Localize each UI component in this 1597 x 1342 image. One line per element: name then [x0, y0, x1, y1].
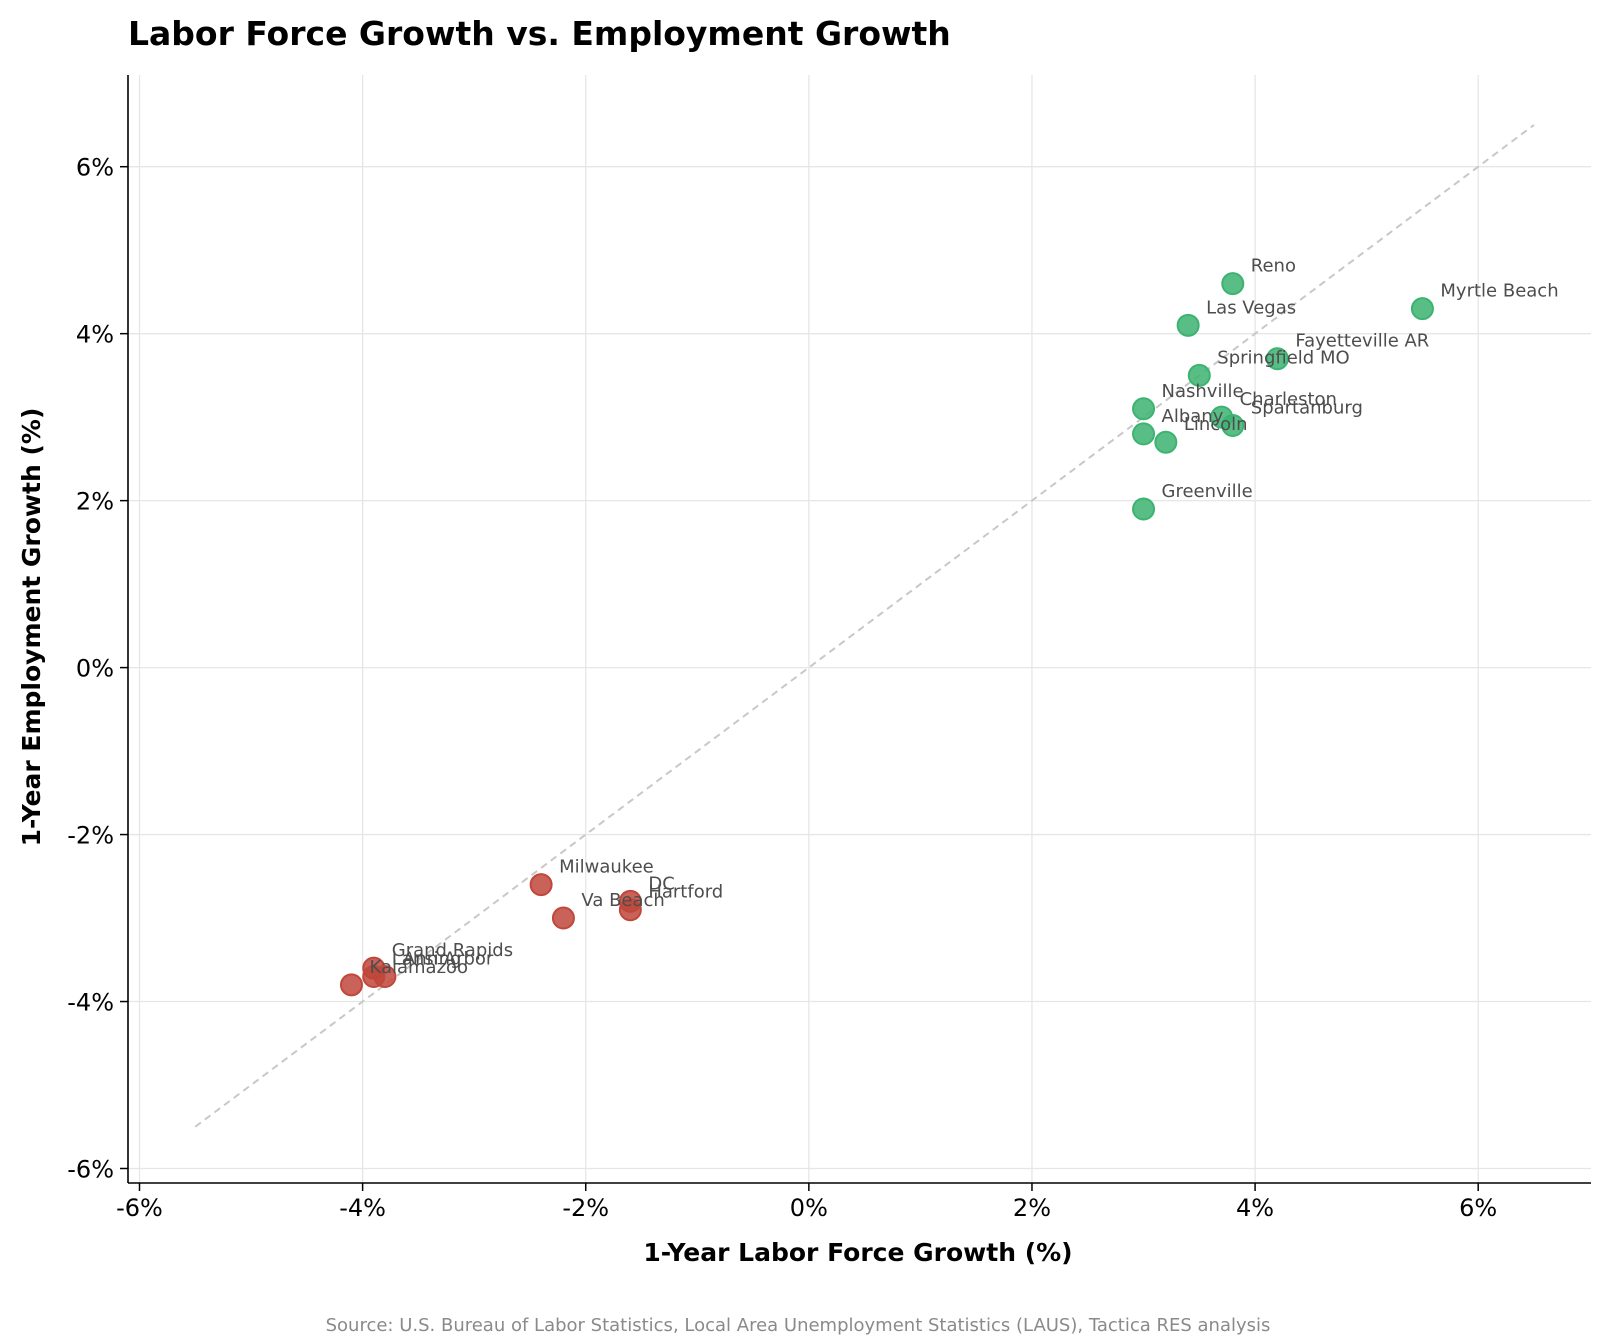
data-point — [618, 898, 642, 922]
source-note: Source: U.S. Bureau of Labor Statistics,… — [326, 1315, 1271, 1336]
reference-line — [194, 124, 1535, 1128]
data-point — [529, 873, 553, 897]
data-point-label: Va Beach — [581, 890, 664, 911]
data-point-label: Nashville — [1162, 381, 1244, 402]
data-point-label: Milwaukee — [559, 857, 654, 878]
data-point-label: Las Vegas — [1206, 297, 1296, 318]
axis-ticks: -6% -4% -2% 0% 2% 4% 6% -6% -4% -2% 0% 2% 4% 6% — [67, 154, 1497, 1222]
x-tick-label: 0% — [790, 1194, 828, 1222]
data-point — [1265, 347, 1289, 371]
data-point-label: Springfield MO — [1217, 347, 1349, 368]
data-point — [362, 964, 386, 988]
data-point-label: Fayetteville AR — [1295, 331, 1429, 352]
data-point — [1132, 422, 1156, 446]
data-point-label: Albany — [1162, 406, 1224, 427]
x-tick-label: -6% — [116, 1194, 163, 1222]
data-point-label: Lansing — [392, 948, 462, 969]
data-point — [339, 973, 363, 997]
data-point-label: Lincoln — [1184, 414, 1248, 435]
data-point-label: DC — [648, 873, 674, 894]
y-tick-label: 0% — [76, 655, 114, 683]
grid-lines — [128, 75, 1591, 1183]
data-point — [1221, 272, 1245, 296]
x-tick-label: -2% — [562, 1194, 609, 1222]
data-point-label: Charleston — [1240, 389, 1337, 410]
data-point-label: Reno — [1251, 256, 1296, 277]
x-tick-label: -4% — [339, 1194, 386, 1222]
data-points — [339, 272, 1434, 997]
x-tick-label: 2% — [1013, 1194, 1051, 1222]
x-tick-label: 4% — [1236, 1194, 1274, 1222]
data-point-label: Hartford — [648, 882, 723, 903]
x-tick-label: 6% — [1459, 1194, 1497, 1222]
data-point — [1176, 313, 1200, 337]
y-tick-label: 2% — [76, 488, 114, 516]
y-tick-label: -6% — [67, 1156, 114, 1184]
data-point-label: Kalamazoo — [369, 957, 468, 978]
data-point — [1132, 397, 1156, 421]
data-point-label: Greenville — [1162, 481, 1253, 502]
data-point-label: Grand Rapids — [392, 940, 513, 961]
data-point — [551, 906, 575, 930]
data-point — [1221, 413, 1245, 437]
y-tick-label: -2% — [67, 822, 114, 850]
data-point — [1154, 430, 1178, 454]
y-tick-label: 6% — [76, 154, 114, 182]
data-point — [1132, 497, 1156, 521]
data-point-label: Ann Arbor — [403, 948, 494, 969]
data-point-label: Myrtle Beach — [1440, 281, 1558, 302]
y-tick-label: -4% — [67, 989, 114, 1017]
data-point — [1187, 363, 1211, 387]
chart-title: Labor Force Growth vs. Employment Growth — [128, 14, 951, 53]
data-point — [1410, 297, 1434, 321]
data-point-label: Spartanburg — [1251, 397, 1363, 418]
point-labels: Reno Myrtle Beach Las Vegas Fayetteville AR… — [369, 256, 1558, 978]
y-axis-label: 1-Year Employment Growth (%) — [17, 408, 46, 847]
y-tick-label: 4% — [76, 321, 114, 349]
x-axis-label: 1-Year Labor Force Growth (%) — [643, 1238, 1072, 1267]
